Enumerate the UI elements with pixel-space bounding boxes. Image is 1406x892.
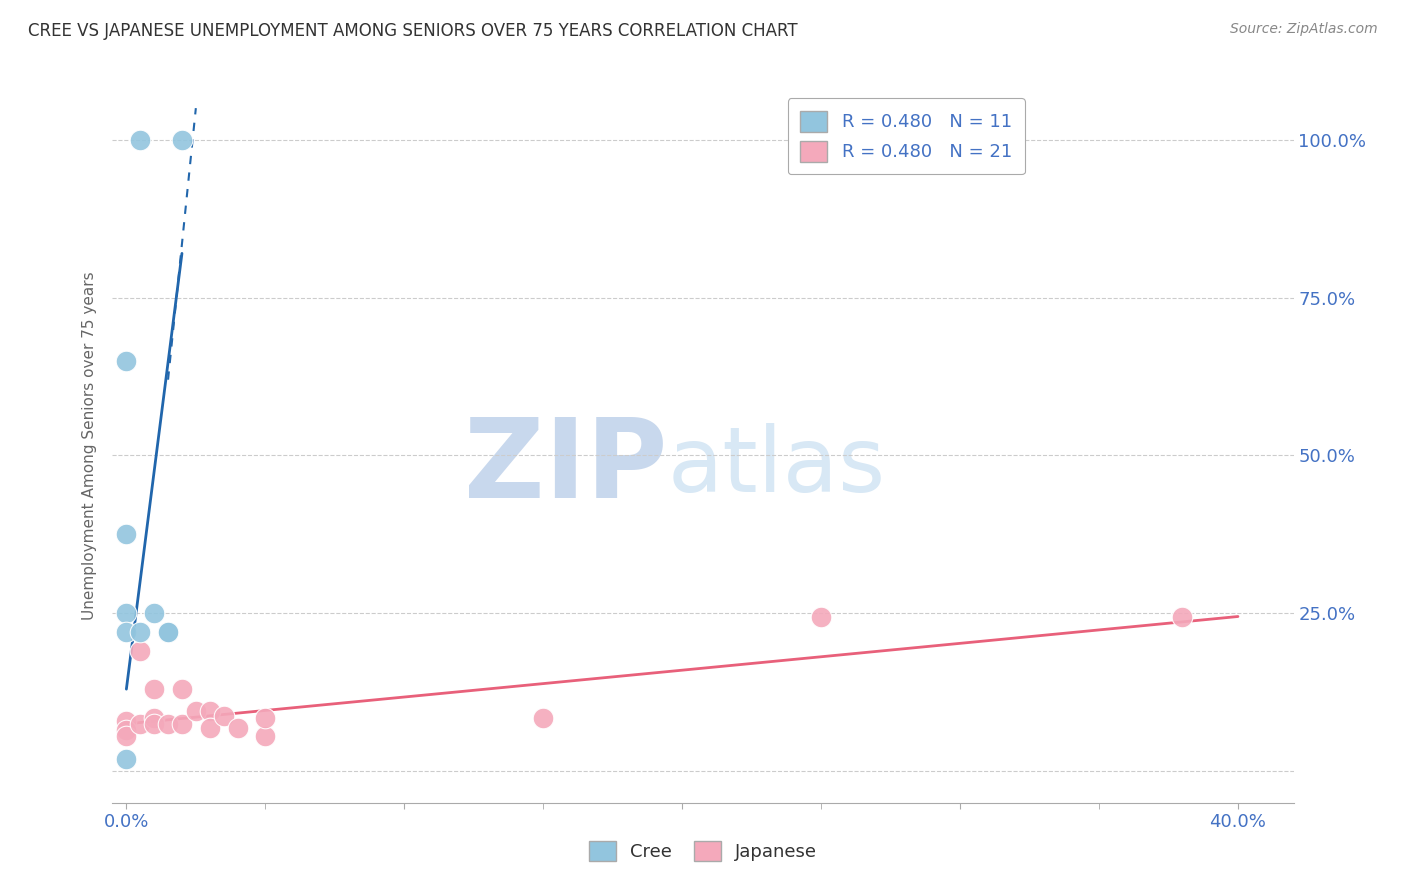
Point	[129, 133, 152, 147]
Point	[226, 721, 249, 735]
Point	[254, 710, 277, 724]
Point	[143, 682, 166, 697]
Point	[254, 730, 277, 744]
Point	[810, 609, 832, 624]
Y-axis label: Unemployment Among Seniors over 75 years: Unemployment Among Seniors over 75 years	[82, 272, 97, 620]
Point	[115, 625, 138, 640]
Point	[531, 710, 554, 724]
Point	[157, 625, 180, 640]
Point	[115, 527, 138, 541]
Point	[143, 607, 166, 621]
Point	[115, 723, 138, 738]
Point	[170, 717, 193, 731]
Text: ZIP: ZIP	[464, 414, 668, 521]
Text: atlas: atlas	[668, 424, 886, 511]
Legend: Cree, Japanese: Cree, Japanese	[578, 830, 828, 872]
Point	[170, 682, 193, 697]
Point	[170, 133, 193, 147]
Point	[1171, 609, 1194, 624]
Point	[143, 717, 166, 731]
Point	[115, 751, 138, 765]
Point	[115, 714, 138, 728]
Point	[212, 708, 235, 723]
Point	[198, 704, 221, 718]
Text: CREE VS JAPANESE UNEMPLOYMENT AMONG SENIORS OVER 75 YEARS CORRELATION CHART: CREE VS JAPANESE UNEMPLOYMENT AMONG SENI…	[28, 22, 797, 40]
Point	[198, 721, 221, 735]
Point	[184, 704, 207, 718]
Point	[129, 625, 152, 640]
Point	[143, 710, 166, 724]
Point	[115, 730, 138, 744]
Point	[157, 717, 180, 731]
Point	[115, 353, 138, 368]
Point	[157, 625, 180, 640]
Point	[129, 644, 152, 658]
Point	[129, 717, 152, 731]
Text: Source: ZipAtlas.com: Source: ZipAtlas.com	[1230, 22, 1378, 37]
Point	[115, 607, 138, 621]
